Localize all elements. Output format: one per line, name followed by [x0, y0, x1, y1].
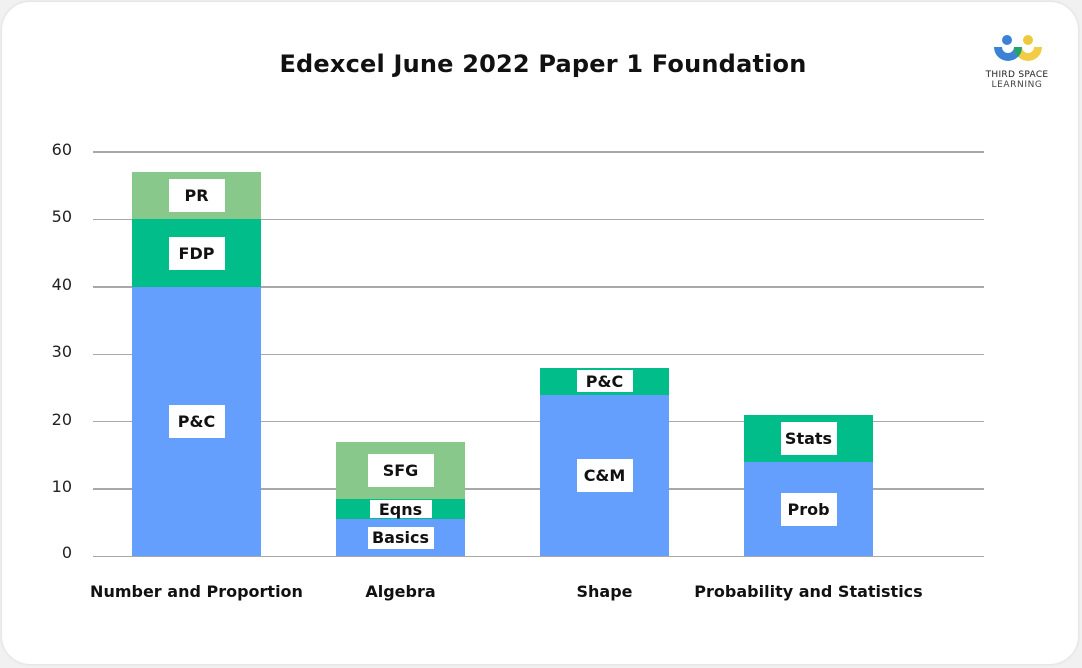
gridline — [93, 488, 984, 490]
segment-label: PR — [168, 179, 225, 213]
y-axis-tick-label: 20 — [51, 409, 72, 429]
segment-label: Prob — [780, 492, 837, 526]
segment-label: C&M — [576, 459, 633, 493]
y-axis-tick-label: 0 — [61, 542, 72, 562]
y-axis-tick-label: 60 — [51, 140, 72, 159]
x-axis-category-label: Number and Proportion — [90, 582, 303, 601]
logo-text-line2: LEARNING — [991, 80, 1043, 90]
logo-text-line1: THIRD SPACE — [985, 70, 1049, 80]
y-axis-tick-label: 40 — [51, 274, 72, 294]
logo-icon — [994, 35, 1042, 61]
segment-label: FDP — [168, 236, 225, 270]
gridline — [93, 420, 984, 423]
segment-label: P&C — [168, 405, 225, 439]
chart-title: Edexcel June 2022 Paper 1 Foundation — [279, 50, 807, 78]
y-axis-tick-label: 30 — [51, 342, 72, 362]
segment-label: SFG — [367, 454, 434, 488]
gridline — [93, 218, 984, 221]
segment-label: Eqns — [369, 500, 432, 519]
gridline — [93, 555, 984, 558]
y-axis-tick-label: 50 — [51, 207, 72, 227]
segment-label: Basics — [367, 526, 434, 549]
segment-label: P&C — [576, 370, 633, 393]
gridline — [93, 151, 984, 153]
third-space-learning-logo: THIRD SPACE LEARNING — [974, 32, 1064, 92]
x-axis-category-label: Algebra — [365, 582, 436, 601]
gridline — [93, 286, 984, 288]
x-axis-category-label: Probability and Statistics — [694, 582, 923, 601]
segment-label: Stats — [780, 422, 837, 456]
y-axis-tick-label: 10 — [51, 477, 72, 497]
gridline — [93, 353, 984, 355]
x-axis-category-label: Shape — [576, 582, 633, 601]
